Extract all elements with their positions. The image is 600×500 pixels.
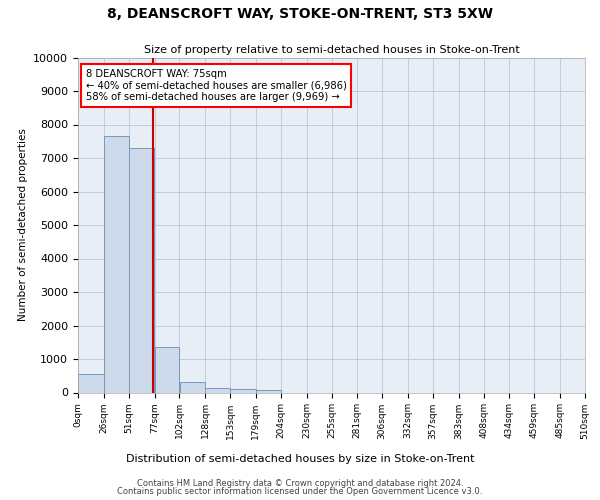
Text: Contains public sector information licensed under the Open Government Licence v3: Contains public sector information licen… <box>118 486 482 496</box>
Text: 8, DEANSCROFT WAY, STOKE-ON-TRENT, ST3 5XW: 8, DEANSCROFT WAY, STOKE-ON-TRENT, ST3 5… <box>107 8 493 22</box>
Text: Contains HM Land Registry data © Crown copyright and database right 2024.: Contains HM Land Registry data © Crown c… <box>137 479 463 488</box>
Bar <box>230 389 256 392</box>
Bar <box>256 390 281 392</box>
Y-axis label: Number of semi-detached properties: Number of semi-detached properties <box>18 128 28 322</box>
Bar <box>129 148 154 392</box>
Title: Size of property relative to semi-detached houses in Stoke-on-Trent: Size of property relative to semi-detach… <box>143 46 520 56</box>
Bar <box>104 136 128 392</box>
Bar <box>155 346 179 393</box>
Bar <box>205 388 230 392</box>
Text: Distribution of semi-detached houses by size in Stoke-on-Trent: Distribution of semi-detached houses by … <box>126 454 474 464</box>
Text: 8 DEANSCROFT WAY: 75sqm
← 40% of semi-detached houses are smaller (6,986)
58% of: 8 DEANSCROFT WAY: 75sqm ← 40% of semi-de… <box>86 69 346 102</box>
Bar <box>78 374 104 392</box>
Bar <box>179 382 205 392</box>
